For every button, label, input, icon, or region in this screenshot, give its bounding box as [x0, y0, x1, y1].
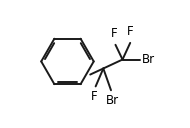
Text: F: F — [111, 27, 117, 40]
Text: F: F — [127, 25, 134, 38]
Text: F: F — [90, 90, 97, 103]
Text: Br: Br — [106, 94, 119, 107]
Text: Br: Br — [142, 53, 155, 66]
